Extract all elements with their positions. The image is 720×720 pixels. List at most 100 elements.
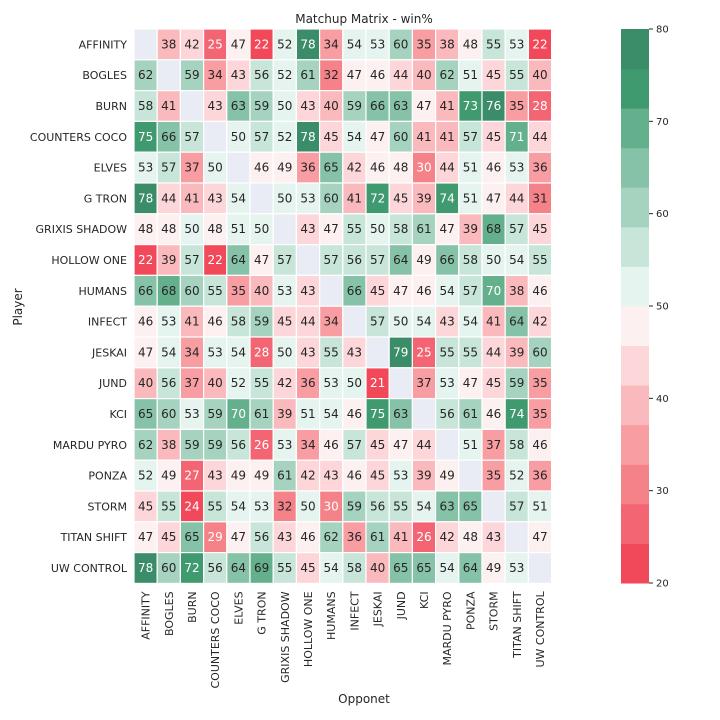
cell-value-label: 55 [393,499,408,513]
cell-value-label: 51 [532,499,547,513]
colorbar-segment [621,424,649,465]
cell-value-label: 68 [486,222,501,236]
cell-value-label: 46 [324,438,339,452]
cell-value-label: 51 [463,438,478,452]
cell-value-label: 51 [300,407,315,421]
cell-value-label: 40 [254,284,269,298]
cell-value-label: 42 [277,376,292,390]
cell-value-label: 79 [393,345,408,359]
cell-value-label: 45 [486,130,501,144]
x-tick-label: HUMANS [325,591,338,640]
cell-value-label: 49 [161,469,176,483]
cell-value-label: 51 [463,68,478,82]
cell-value-label: 45 [324,130,339,144]
cell-value-label: 39 [416,191,431,205]
heatmap-cells: 38 42 25 47 22 52 78 34 54 53 60 35 38 48 55 53 22 62 59 34… [133,28,553,584]
x-tick-label: TITAN SHIFT [511,591,524,659]
cell-value-label: 78 [138,561,153,575]
cell-value-label: 38 [161,438,176,452]
cell-value-label: 37 [486,438,501,452]
cell-value-label: 40 [324,99,339,113]
colorbar-tick-label: 80 [656,25,669,36]
heatmap-cell [458,459,483,492]
cell-value-label: 32 [324,68,339,82]
x-tick-label: STORM [488,591,501,631]
cell-value-label: 59 [208,438,223,452]
x-tick-label: GRIXIS SHADOW [279,591,292,683]
y-tick-label: MARDU PYRO [53,439,127,452]
cell-value-label: 47 [347,68,362,82]
cell-value-label: 47 [324,222,339,236]
cell-value-label: 49 [231,469,246,483]
cell-value-label: 39 [277,407,292,421]
cell-value-label: 47 [393,284,408,298]
cell-value-label: 47 [532,530,547,544]
cell-value-label: 53 [208,345,223,359]
cell-value-label: 59 [208,407,223,421]
x-tick-label: JESKAI [372,591,385,627]
y-tick-label: AFFINITY [79,38,128,51]
cell-value-label: 49 [440,469,455,483]
cell-value-label: 61 [254,407,269,421]
heatmap-cell [435,428,460,461]
cell-value-label: 53 [440,376,455,390]
cell-value-label: 45 [370,284,385,298]
cell-value-label: 47 [231,37,246,51]
cell-value-label: 46 [370,68,385,82]
cell-value-label: 55 [347,222,362,236]
cell-value-label: 28 [532,99,547,113]
cell-value-label: 49 [277,161,292,175]
cell-value-label: 46 [486,161,501,175]
cell-value-label: 34 [300,438,315,452]
cell-value-label: 28 [254,345,269,359]
cell-value-label: 35 [416,37,431,51]
cell-value-label: 22 [208,253,223,267]
cell-value-label: 57 [370,253,385,267]
x-tick-label: AFFINITY [140,591,153,640]
cell-value-label: 41 [486,315,501,329]
colorbar-tick-label: 60 [656,209,669,220]
cell-value-label: 57 [324,253,339,267]
y-tick-label: JUND [98,377,127,390]
cell-value-label: 53 [509,561,524,575]
cell-value-label: 64 [393,253,408,267]
cell-value-label: 58 [393,222,408,236]
colorbar-segment [621,345,649,386]
heatmap-cell [133,28,158,61]
cell-value-label: 43 [300,222,315,236]
cell-value-label: 57 [509,499,524,513]
cell-value-label: 50 [347,376,362,390]
cell-value-label: 59 [254,315,269,329]
cell-value-label: 74 [509,407,524,421]
cell-value-label: 66 [161,130,176,144]
cell-value-label: 56 [440,407,455,421]
cell-value-label: 41 [184,191,199,205]
y-tick-label: HOLLOW ONE [51,254,127,267]
cell-value-label: 54 [231,345,246,359]
cell-value-label: 40 [416,68,431,82]
cell-value-label: 39 [509,345,524,359]
cell-value-label: 75 [370,407,385,421]
cell-value-label: 66 [347,284,362,298]
cell-value-label: 58 [138,99,153,113]
cell-value-label: 41 [416,130,431,144]
cell-value-label: 50 [393,315,408,329]
cell-value-label: 45 [486,68,501,82]
cell-value-label: 59 [184,68,199,82]
heatmap-cell [527,551,553,584]
cell-value-label: 22 [138,253,153,267]
heatmap-cell [342,305,367,338]
cell-value-label: 53 [277,284,292,298]
cell-value-label: 65 [416,561,431,575]
cell-value-label: 44 [440,161,455,175]
y-tick-label: GRIXIS SHADOW [36,223,128,236]
x-tick-label: BOGLES [163,591,176,636]
cell-value-label: 43 [277,530,292,544]
cell-value-label: 52 [231,376,246,390]
cell-value-label: 65 [393,561,408,575]
cell-value-label: 50 [277,345,292,359]
colorbar-segment [621,266,649,307]
cell-value-label: 58 [347,561,362,575]
cell-value-label: 54 [347,130,362,144]
